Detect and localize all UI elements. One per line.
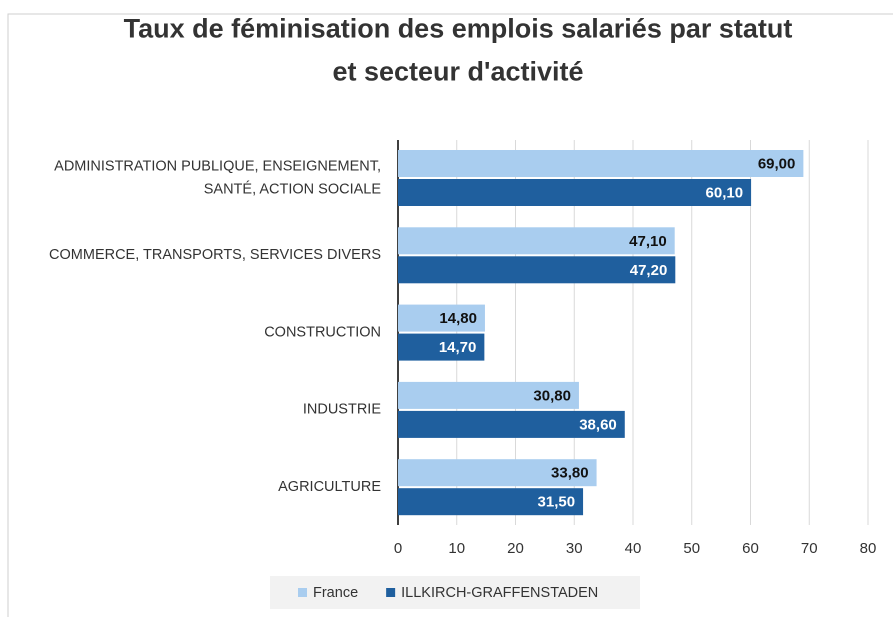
legend-label: France: [313, 585, 358, 601]
bar: [398, 227, 675, 255]
bar: [398, 333, 485, 361]
data-label: 30,80: [533, 387, 571, 404]
bar: [398, 488, 584, 516]
x-tick-label: 70: [801, 540, 818, 557]
y-tick-label: COMMERCE, TRANSPORTS, SERVICES DIVERS: [49, 247, 381, 263]
bar: [398, 150, 804, 177]
legend-box: [270, 576, 640, 609]
data-label: 14,80: [439, 310, 477, 327]
bar: [398, 459, 597, 487]
y-tick-label: ADMINISTRATION PUBLIQUE, ENSEIGNEMENT, SA…: [54, 158, 381, 197]
bar: [398, 410, 625, 438]
chart-title: Taux de féminisation des emplois salarié…: [124, 14, 793, 87]
y-tick-label: CONSTRUCTION: [264, 324, 381, 340]
legend-swatch: [298, 588, 307, 597]
bar: [398, 381, 579, 409]
bar: [398, 256, 676, 284]
data-label: 69,00: [758, 155, 796, 172]
bar: [398, 179, 752, 206]
y-tick-label: INDUSTRIE: [303, 402, 381, 418]
legend-swatch: [386, 588, 396, 597]
data-label: 38,60: [579, 416, 617, 433]
data-label: 47,20: [630, 262, 668, 279]
x-tick-label: 50: [683, 540, 700, 557]
x-tick-label: 10: [448, 540, 465, 557]
data-label: 14,70: [439, 339, 477, 356]
x-tick-label: 30: [566, 540, 583, 557]
bar: [398, 304, 485, 332]
x-tick-label: 80: [860, 540, 877, 557]
data-label: 33,80: [551, 465, 589, 482]
x-tick-label: 40: [625, 540, 642, 557]
data-label: 60,10: [706, 184, 744, 201]
x-tick-label: 20: [507, 540, 524, 557]
data-label: 47,10: [629, 233, 667, 250]
x-tick-label: 0: [394, 540, 402, 557]
data-label: 31,50: [538, 494, 576, 511]
legend-label: ILLKIRCH-GRAFFENSTADEN: [401, 585, 598, 601]
x-tick-label: 60: [742, 540, 759, 557]
y-tick-label: AGRICULTURE: [278, 479, 381, 495]
